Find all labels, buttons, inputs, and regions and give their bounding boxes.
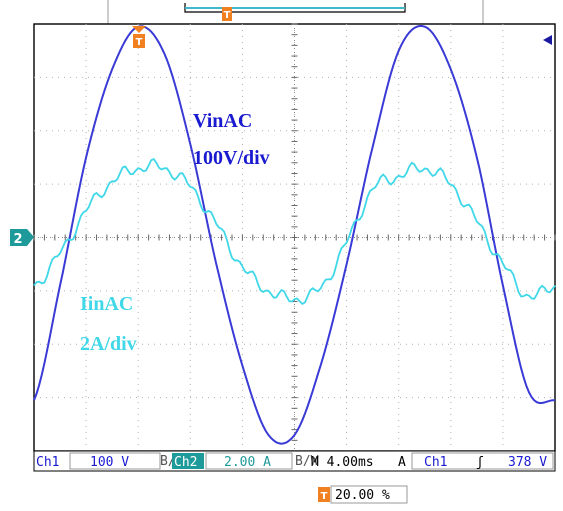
ch1-label: Ch1 <box>36 455 59 470</box>
trigger-level: 378 V <box>508 455 547 470</box>
trigger-slope-icon: ʃ <box>476 455 484 470</box>
status-bar: Ch1 100 V B/W Ch2 2.00 A B/W M 4.00ms A … <box>33 450 556 472</box>
grid <box>33 23 556 452</box>
series-vinac-trace <box>33 25 555 445</box>
ch1-scale-box <box>69 452 161 470</box>
ch2-scale-box <box>205 452 293 470</box>
svg-text:T: T <box>136 37 143 48</box>
timebase: M 4.00ms <box>311 455 374 470</box>
bandwidth-limit-icon-2: B/W <box>295 454 319 469</box>
ch2-scale: 2.00 A <box>224 455 271 470</box>
right-edge-arrow-icon <box>543 35 552 45</box>
trigger-position-readout: T 20.00 % <box>318 485 408 504</box>
svg-text:2: 2 <box>13 232 22 247</box>
record-overview-bar: T <box>107 0 484 24</box>
svg-text:T: T <box>321 491 328 502</box>
trigger-source: Ch1 <box>424 455 447 470</box>
trigger-icon <box>318 487 330 502</box>
ch2-ground-marker: 2 <box>10 229 34 247</box>
trigger-position-letter: T <box>224 10 231 21</box>
trigger-marker: T <box>132 26 146 48</box>
trigger-mode: A <box>398 455 406 470</box>
ch2-label: Ch2 <box>174 455 197 470</box>
ch1-scale: 100 V <box>90 455 129 470</box>
trigger-position-value: 20.00 % <box>335 488 390 503</box>
series-iinac-trace <box>33 157 556 306</box>
iinac-label: IinAC <box>80 293 133 315</box>
trigger-position-icon <box>222 7 232 21</box>
iinac-scale-label: 2A/div <box>80 333 137 355</box>
vinac-label: VinAC <box>193 110 252 132</box>
vinac-scale-label: 100V/div <box>193 147 270 169</box>
